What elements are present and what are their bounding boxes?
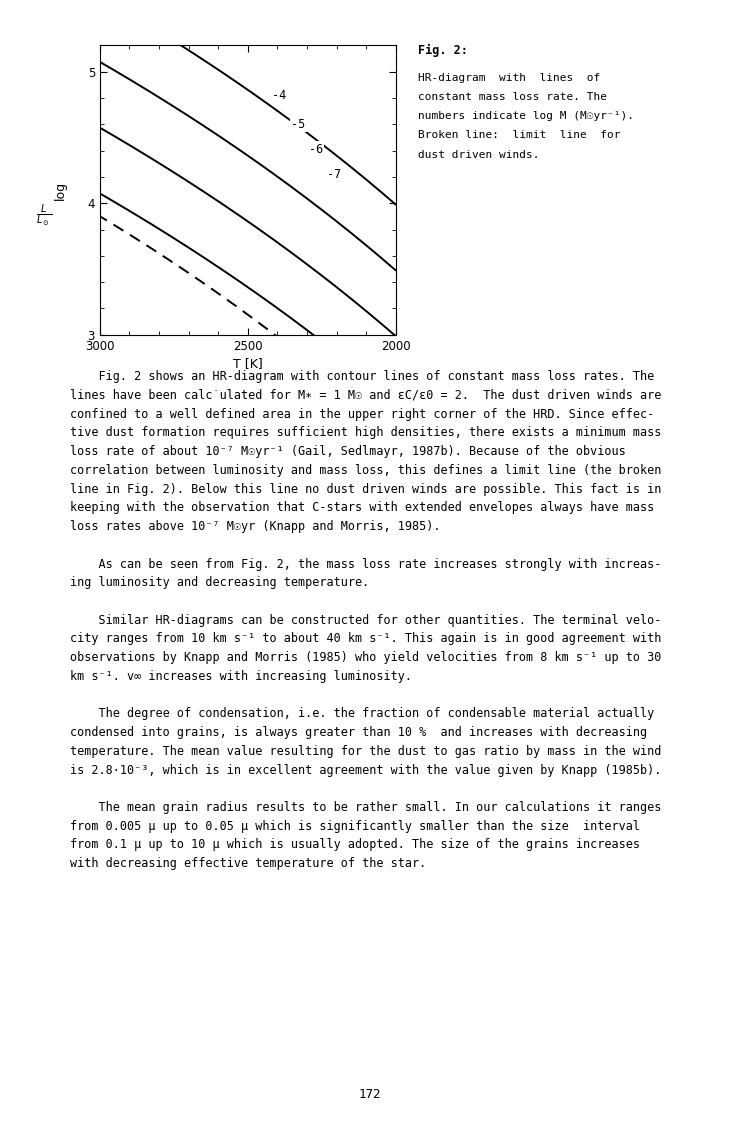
Text: Similar HR-diagrams can be constructed for other quantities. The terminal velo-: Similar HR-diagrams can be constructed f… xyxy=(70,614,661,627)
Text: -5: -5 xyxy=(290,118,305,131)
Text: city ranges from 10 km s⁻¹ to about 40 km s⁻¹. This again is in good agreement w: city ranges from 10 km s⁻¹ to about 40 k… xyxy=(70,632,661,646)
Text: is 2.8·10⁻³, which is in excellent agreement with the value given by Knapp (1985: is 2.8·10⁻³, which is in excellent agree… xyxy=(70,764,661,776)
Text: log: log xyxy=(54,182,67,200)
Text: confined to a well defined area in the upper right corner of the HRD. Since effe: confined to a well defined area in the u… xyxy=(70,407,654,421)
Text: with decreasing effective temperature of the star.: with decreasing effective temperature of… xyxy=(70,857,426,871)
Text: correlation between luminosity and mass loss, this defines a limit line (the bro: correlation between luminosity and mass … xyxy=(70,464,661,477)
Text: numbers indicate log M (M☉yr⁻¹).: numbers indicate log M (M☉yr⁻¹). xyxy=(418,111,633,121)
Text: lines have been calċulated for M∗ = 1 M☉ and εC/ε0 = 2.  The dust driven winds : lines have been calċulated for M∗ = 1 M… xyxy=(70,389,661,402)
Text: condensed into grains, is always greater than 10 %  and increases with decreasin: condensed into grains, is always greater… xyxy=(70,726,647,739)
Text: constant mass loss rate. The: constant mass loss rate. The xyxy=(418,92,606,102)
Text: km s⁻¹. v∞ increases with increasing luminosity.: km s⁻¹. v∞ increases with increasing lum… xyxy=(70,670,412,683)
Text: from 0.1 μ up to 10 μ which is usually adopted. The size of the grains increases: from 0.1 μ up to 10 μ which is usually a… xyxy=(70,839,640,851)
Text: temperature. The mean value resulting for the dust to gas ratio by mass in the w: temperature. The mean value resulting fo… xyxy=(70,745,661,758)
X-axis label: T [K]: T [K] xyxy=(233,356,262,370)
Text: -4: -4 xyxy=(271,89,286,102)
Text: -6: -6 xyxy=(308,143,323,155)
Text: As can be seen from Fig. 2, the mass loss rate increases strongly with increas-: As can be seen from Fig. 2, the mass los… xyxy=(70,557,661,571)
Text: tive dust formation requires sufficient high densities, there exists a minimum m: tive dust formation requires sufficient … xyxy=(70,427,661,439)
Text: dust driven winds.: dust driven winds. xyxy=(418,150,539,160)
Text: loss rates above 10⁻⁷ M☉yr (Knapp and Morris, 1985).: loss rates above 10⁻⁷ M☉yr (Knapp and Mo… xyxy=(70,520,440,533)
Text: line in Fig. 2). Below this line no dust driven winds are possible. This fact is: line in Fig. 2). Below this line no dust… xyxy=(70,482,661,496)
Text: -7: -7 xyxy=(326,168,341,180)
Text: Broken line:  limit  line  for: Broken line: limit line for xyxy=(418,131,620,141)
Text: HR-diagram  with  lines  of: HR-diagram with lines of xyxy=(418,73,599,83)
Text: from 0.005 μ up to 0.05 μ which is significantly smaller than the size  interval: from 0.005 μ up to 0.05 μ which is signi… xyxy=(70,819,640,833)
Text: $\frac{L}{L_\odot}$: $\frac{L}{L_\odot}$ xyxy=(36,203,52,228)
Text: keeping with the observation that C-stars with extended envelopes always have ma: keeping with the observation that C-star… xyxy=(70,502,654,514)
Text: The degree of condensation, i.e. the fraction of condensable material actually: The degree of condensation, i.e. the fra… xyxy=(70,707,654,721)
Text: 172: 172 xyxy=(358,1087,381,1101)
Text: Fig. 2:: Fig. 2: xyxy=(418,44,467,58)
Text: The mean grain radius results to be rather small. In our calculations it ranges: The mean grain radius results to be rath… xyxy=(70,801,661,814)
Text: ing luminosity and decreasing temperature.: ing luminosity and decreasing temperatur… xyxy=(70,577,370,589)
Text: loss rate of about 10⁻⁷ M☉yr⁻¹ (Gail, Sedlmayr, 1987b). Because of the obvious: loss rate of about 10⁻⁷ M☉yr⁻¹ (Gail, Se… xyxy=(70,445,625,459)
Text: Fig. 2 shows an HR-diagram with contour lines of constant mass loss rates. The: Fig. 2 shows an HR-diagram with contour … xyxy=(70,370,654,384)
Text: observations by Knapp and Morris (1985) who yield velocities from 8 km s⁻¹ up to: observations by Knapp and Morris (1985) … xyxy=(70,651,661,664)
